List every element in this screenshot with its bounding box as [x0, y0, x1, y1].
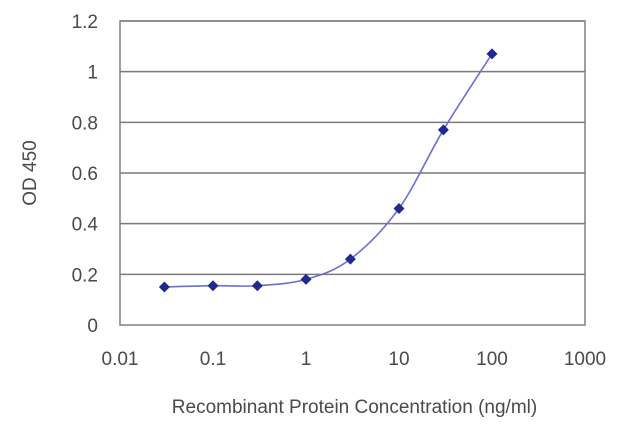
x-tick-label: 100 — [476, 349, 508, 370]
data-markers — [158, 48, 498, 293]
y-axis-title: OD 450 — [20, 140, 41, 205]
y-tick-label: 0.6 — [72, 164, 98, 185]
y-tick-label: 1.2 — [72, 12, 98, 33]
y-tick-label: 0.8 — [72, 113, 98, 134]
x-tick-label: 1000 — [564, 349, 606, 370]
x-axis-title: Recombinant Protein Concentration (ng/ml… — [172, 397, 537, 418]
data-point — [486, 48, 498, 60]
plot-frame — [119, 20, 586, 326]
data-point — [344, 253, 356, 265]
x-tick-label: 0.1 — [200, 349, 226, 370]
grid-lines — [120, 20, 585, 276]
x-tick-label: 1 — [301, 349, 312, 370]
data-point — [251, 280, 263, 292]
data-point — [437, 124, 449, 136]
y-tick-label: 0.2 — [72, 265, 98, 286]
x-tick-label: 10 — [388, 349, 409, 370]
x-tick-labels: 0.01 0.1 1 10 100 1000 — [102, 349, 607, 370]
y-tick-labels: 0 0.2 0.4 0.6 0.8 1 1.2 — [72, 12, 99, 337]
x-tick-label: 0.01 — [102, 349, 139, 370]
y-tick-label: 1 — [87, 63, 98, 84]
data-point — [158, 281, 170, 293]
series-line — [164, 53, 493, 288]
data-point — [300, 273, 312, 285]
y-tick-label: 0 — [87, 316, 98, 337]
data-point — [207, 280, 219, 292]
y-tick-label: 0.4 — [72, 215, 99, 236]
data-point — [393, 202, 405, 214]
